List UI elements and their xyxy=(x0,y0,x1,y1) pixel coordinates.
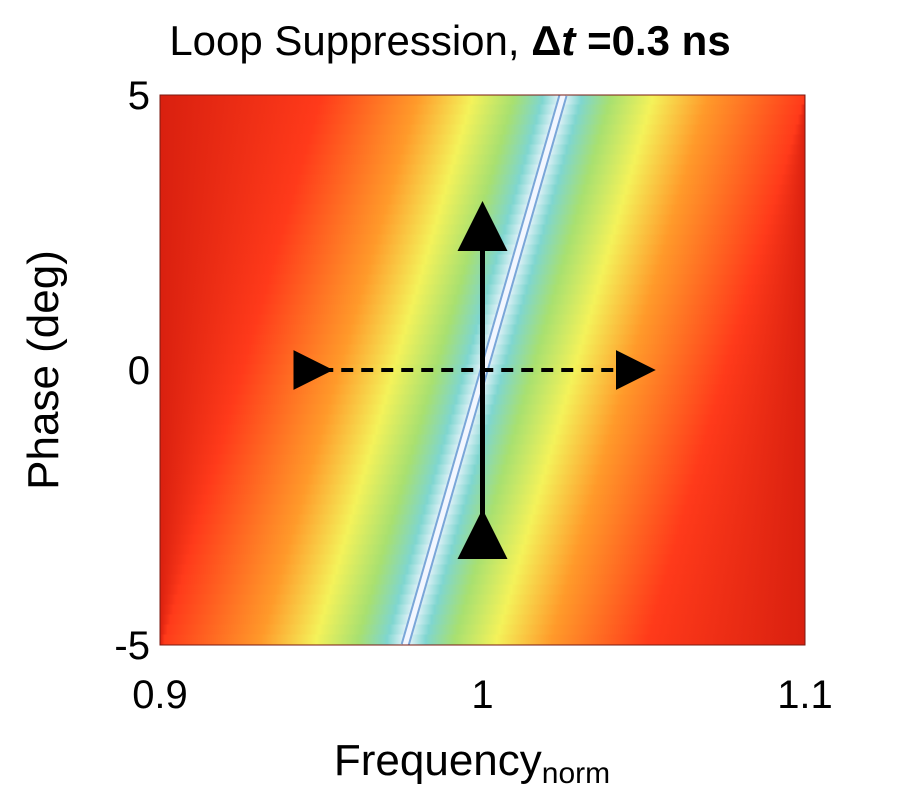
chart-title: Loop Suppression, Δt =0.3 ns xyxy=(169,17,730,64)
heatmap-row xyxy=(160,534,805,546)
heatmap-row xyxy=(160,174,805,186)
tick-layer: 0.9 1 1.1 -5 0 5 xyxy=(114,74,832,717)
title-suffix: =0.3 ns xyxy=(575,17,730,64)
heatmap-row xyxy=(160,114,805,126)
title-t: t xyxy=(561,17,577,64)
heatmap-row xyxy=(160,164,805,176)
heatmap-row xyxy=(160,604,805,616)
x-tick-label: 1.1 xyxy=(777,673,833,717)
heatmap-row xyxy=(160,624,805,636)
plot-border xyxy=(159,94,806,646)
y-tick-label: 0 xyxy=(128,349,150,393)
heatmap-row xyxy=(160,544,805,556)
x-tick-label: 0.9 xyxy=(132,673,188,717)
x-axis-label-sub: norm xyxy=(542,757,610,790)
heatmap-row xyxy=(160,204,805,216)
y-tick-label: -5 xyxy=(114,624,150,668)
x-tick-label: 1 xyxy=(471,673,493,717)
x-axis-label-main: Frequency xyxy=(334,736,542,785)
heatmap-row xyxy=(160,574,805,586)
heatmap-row xyxy=(160,564,805,576)
x-axis-label: Frequencynorm xyxy=(334,736,610,790)
heatmap-row xyxy=(160,554,805,566)
heatmap-row xyxy=(160,184,805,196)
heatmap-row xyxy=(160,194,805,206)
title-prefix: Loop Suppression, xyxy=(169,17,531,64)
heatmap-row xyxy=(160,134,805,146)
heatmap-row xyxy=(160,124,805,136)
heatmap-row xyxy=(160,614,805,626)
heatmap-row xyxy=(160,594,805,606)
heatmap-row xyxy=(160,95,805,106)
y-tick-label: 5 xyxy=(128,74,150,118)
heatmap-row xyxy=(160,634,805,645)
arrow-layer xyxy=(293,201,656,559)
y-axis-label: Phase (deg) xyxy=(19,250,68,490)
heatmap-row xyxy=(160,154,805,166)
heatmap-row xyxy=(160,104,805,116)
heatmap-row xyxy=(160,144,805,156)
heatmap-row xyxy=(160,524,805,536)
title-delta: Δ xyxy=(531,17,561,64)
heatmap-row xyxy=(160,584,805,596)
